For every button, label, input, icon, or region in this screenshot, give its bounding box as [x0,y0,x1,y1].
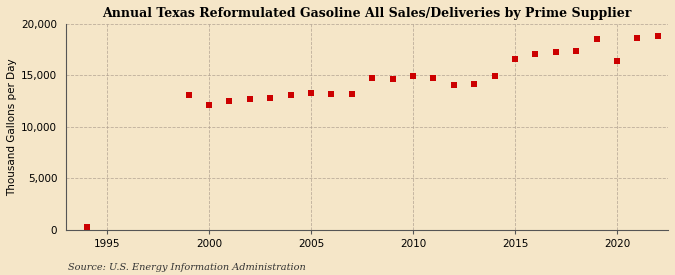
Y-axis label: Thousand Gallons per Day: Thousand Gallons per Day [7,58,17,196]
Title: Annual Texas Reformulated Gasoline All Sales/Deliveries by Prime Supplier: Annual Texas Reformulated Gasoline All S… [103,7,632,20]
Text: Source: U.S. Energy Information Administration: Source: U.S. Energy Information Administ… [68,263,305,272]
